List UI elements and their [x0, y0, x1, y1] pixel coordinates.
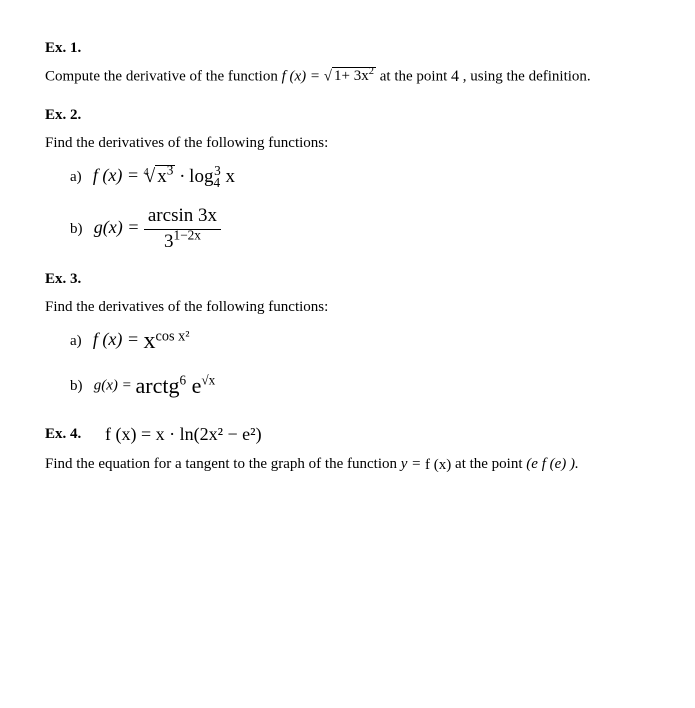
- ex1-heading: Ex. 1.: [45, 40, 655, 57]
- ex1-body: Compute the derivative of the function f…: [45, 65, 655, 89]
- ex2-b-den-exp: 1−2x: [173, 228, 200, 243]
- ex2-b-den: 31−2x: [144, 230, 221, 253]
- ex4-pt-close: ).: [570, 456, 579, 472]
- ex4-pt-open: (e: [526, 456, 538, 472]
- ex4-func: f (x) = x · ln(2x² − e²): [105, 424, 262, 445]
- ex2-a-dot: ·: [179, 166, 185, 188]
- ex2-b-label: b): [70, 221, 83, 238]
- ex4-mid: at the point: [455, 456, 526, 472]
- ex3-a-lhs: f (x) =: [93, 329, 144, 349]
- ex4-row: Ex. 4. f (x) = x · ln(2x² − e²): [45, 424, 655, 445]
- ex2-a-label: a): [70, 169, 82, 186]
- ex1-point: 4: [451, 65, 459, 89]
- ex4-heading: Ex. 4.: [45, 426, 81, 443]
- ex4-pre: Find the equation for a tangent to the g…: [45, 456, 401, 472]
- ex2-a: a) f (x) = 4√x3 · log43 x: [70, 165, 655, 189]
- ex1-func-lhs: f (x) =: [282, 68, 324, 84]
- ex4-body: Find the equation for a tangent to the g…: [45, 453, 655, 476]
- ex2-b-num: arcsin 3x: [144, 206, 221, 230]
- ex4-pt-fe: f (e): [542, 456, 570, 472]
- ex1-mid: at the point: [380, 68, 451, 84]
- ex2-a-root-exp: 3: [167, 163, 174, 178]
- ex3-b-lhs: g(x) =: [94, 378, 136, 394]
- ex3-a: a) f (x) = xcos x²: [70, 328, 655, 355]
- ex3-b: b) g(x) = arctg6 e√x: [70, 373, 655, 399]
- ex3-intro: Find the derivatives of the following fu…: [45, 296, 655, 319]
- ex2-a-root-arg: x: [157, 166, 167, 187]
- ex3-a-label: a): [70, 333, 82, 350]
- ex2-a-root-idx: 4: [144, 167, 149, 178]
- ex1-pre: Compute the derivative of the function: [45, 68, 282, 84]
- ex3-b-expr: arctg6 e√x: [136, 373, 216, 399]
- ex3-b-e-exp: √x: [201, 373, 215, 388]
- ex2-b-frac: arcsin 3x 31−2x: [144, 206, 221, 253]
- ex3-b-fn: arctg: [136, 373, 180, 398]
- ex2-heading: Ex. 2.: [45, 107, 655, 124]
- ex3-a-expr: xcos x²: [144, 328, 190, 355]
- ex1-sqrt-exp: 2: [369, 66, 374, 77]
- ex3-heading: Ex. 3.: [45, 271, 655, 288]
- ex2-b: b) g(x) = arcsin 3x 31−2x: [70, 206, 655, 253]
- ex1-post: , using the definition.: [463, 68, 591, 84]
- ex2-a-log-word: log: [189, 166, 213, 187]
- ex2-a-log-arg: x: [221, 166, 235, 187]
- ex2-a-lhs: f (x) =: [93, 165, 144, 185]
- ex2-b-lhs: g(x) =: [94, 217, 144, 237]
- ex2-a-root: 4√x3: [144, 166, 176, 188]
- ex4-fx: f (x): [425, 454, 451, 477]
- ex3-a-base: x: [144, 328, 156, 354]
- ex3-b-label: b): [70, 378, 83, 395]
- ex2-a-log-sup: 3: [214, 163, 221, 178]
- ex2-a-log: log43 x: [189, 166, 235, 188]
- ex1-sqrt: √1+ 3x2: [324, 67, 376, 84]
- ex2-intro: Find the derivatives of the following fu…: [45, 132, 655, 155]
- ex4-yeq: y =: [401, 456, 425, 472]
- ex3-b-e: e: [186, 373, 201, 398]
- ex3-a-exp: cos x²: [156, 329, 190, 345]
- ex1-sqrt-inner: 1+ 3x: [334, 68, 369, 84]
